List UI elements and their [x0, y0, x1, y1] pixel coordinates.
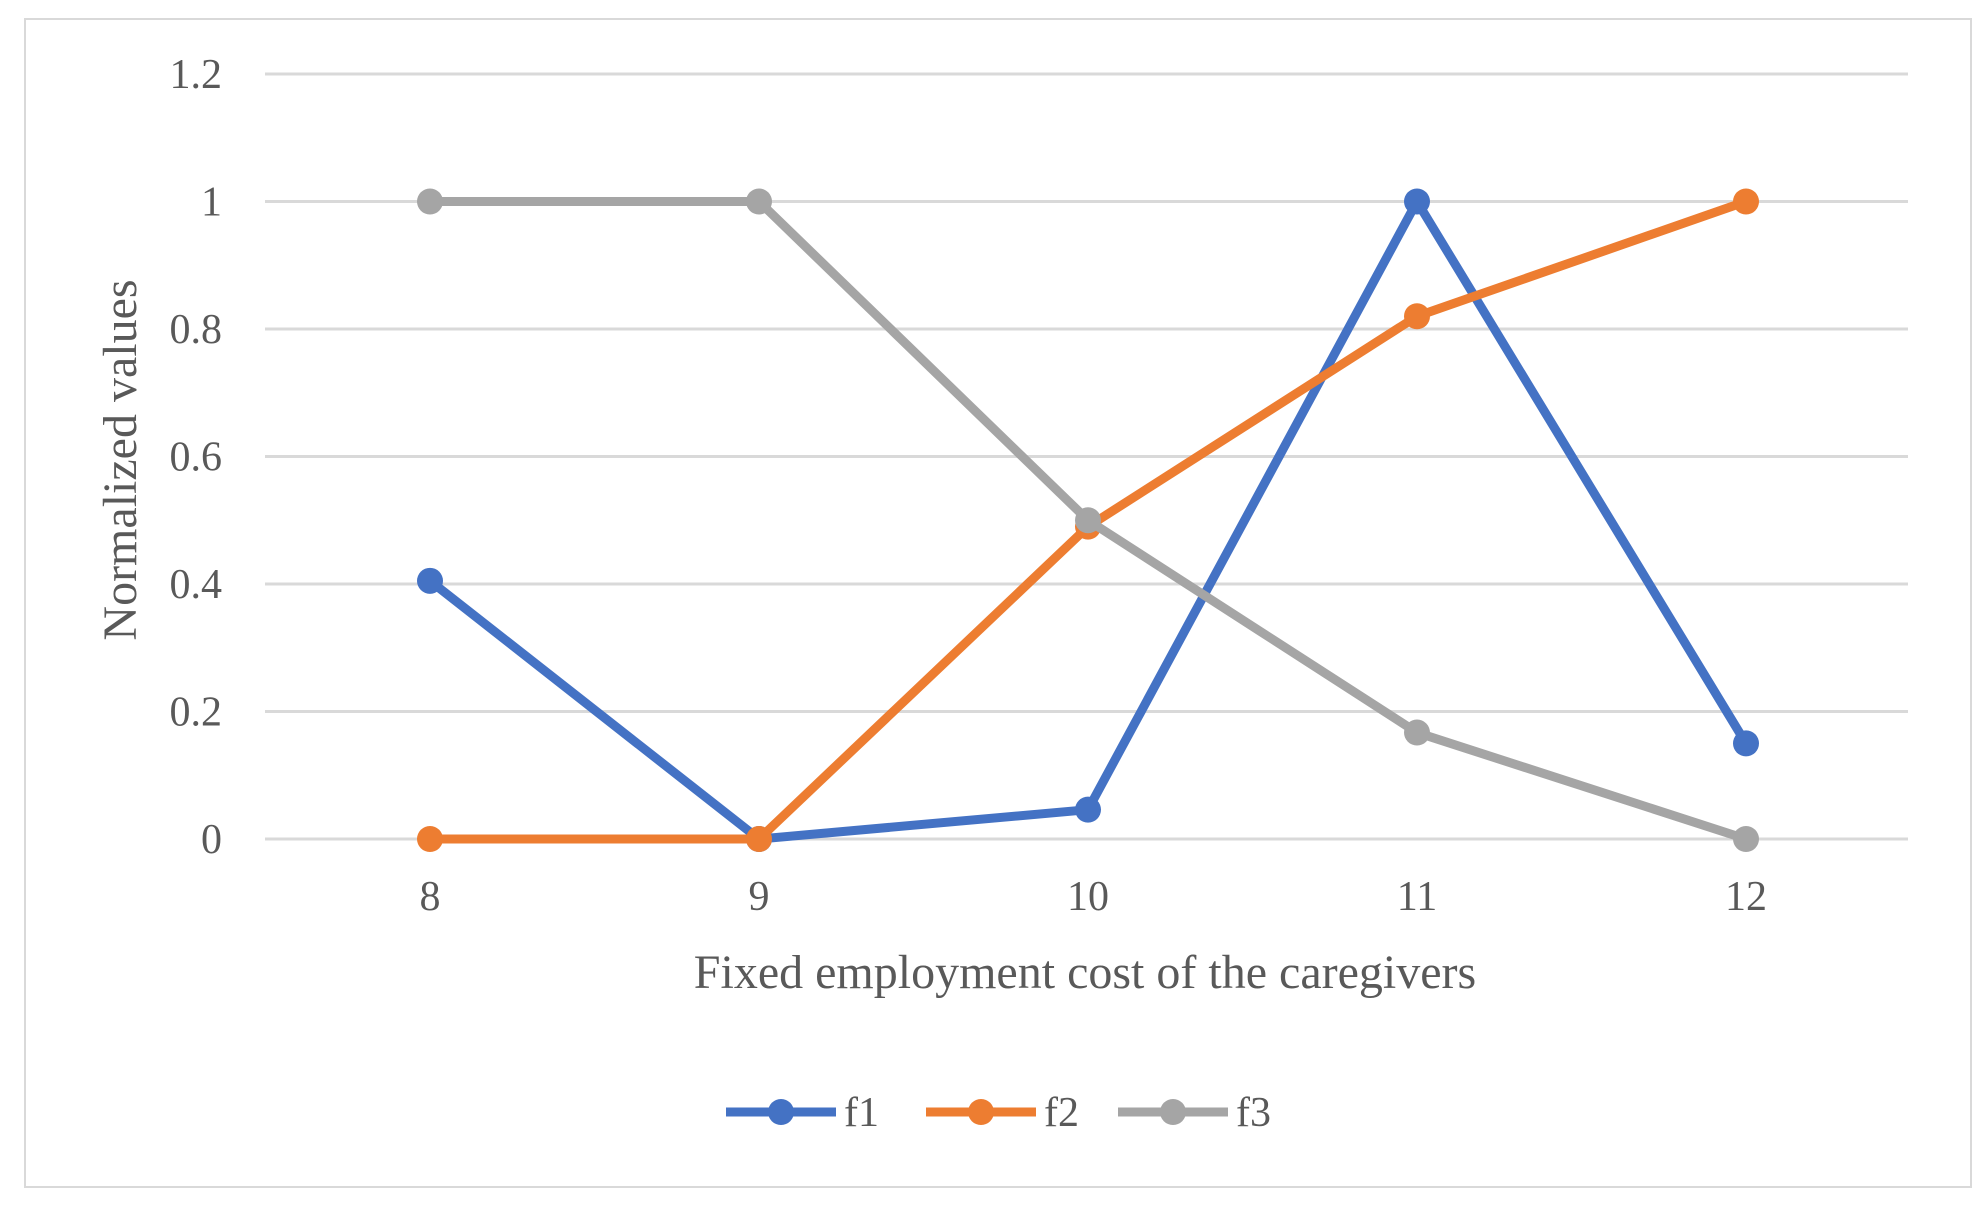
- y-tick-label: 0.8: [170, 307, 223, 353]
- x-tick-label: 8: [420, 874, 441, 920]
- data-point: [1733, 188, 1759, 215]
- data-point: [1733, 730, 1759, 757]
- y-tick-label: 1.2: [170, 52, 223, 98]
- legend-label: f2: [1044, 1090, 1079, 1136]
- data-point: [1075, 796, 1101, 823]
- data-point: [417, 188, 443, 215]
- y-tick-label: 0.4: [170, 562, 223, 608]
- legend-swatch-marker: [968, 1099, 994, 1125]
- data-point: [417, 567, 443, 594]
- legend-item-f2: f2: [926, 1090, 1079, 1136]
- data-point: [746, 188, 772, 215]
- x-axis-ticks: 8 9 10 11 12: [420, 874, 1768, 920]
- data-point: [1404, 303, 1430, 330]
- series-f3: [417, 188, 1759, 852]
- x-axis-title: Fixed employment cost of the caregivers: [694, 946, 1476, 999]
- y-tick-label: 0.2: [170, 690, 223, 736]
- y-tick-label: 0.6: [170, 435, 223, 481]
- x-tick-label: 11: [1397, 874, 1437, 920]
- x-tick-label: 9: [749, 874, 770, 920]
- legend-item-f3: f3: [1118, 1090, 1271, 1136]
- data-point: [1404, 188, 1430, 215]
- y-axis-ticks: 0 0.2 0.4 0.6 0.8 1 1.2: [170, 52, 223, 863]
- series-f1: [417, 188, 1759, 852]
- chart-frame: [24, 18, 1972, 1188]
- legend-label: f1: [844, 1090, 879, 1136]
- legend-swatch-marker: [1160, 1099, 1186, 1125]
- x-tick-label: 10: [1067, 874, 1109, 920]
- data-point: [1404, 719, 1430, 746]
- legend-item-f1: f1: [726, 1090, 879, 1136]
- data-point: [746, 826, 772, 852]
- legend: f1 f2 f3: [726, 1090, 1271, 1136]
- gridlines: [265, 72, 1908, 841]
- x-tick-label: 12: [1725, 874, 1767, 920]
- data-point: [1733, 826, 1759, 852]
- data-point: [417, 826, 443, 852]
- data-point: [1075, 507, 1101, 534]
- y-tick-label: 0: [201, 817, 222, 863]
- series-lines: [417, 188, 1759, 852]
- y-tick-label: 1: [201, 180, 222, 226]
- y-axis-title: Normalized values: [94, 279, 147, 640]
- legend-label: f3: [1236, 1090, 1271, 1136]
- legend-swatch-marker: [768, 1099, 794, 1125]
